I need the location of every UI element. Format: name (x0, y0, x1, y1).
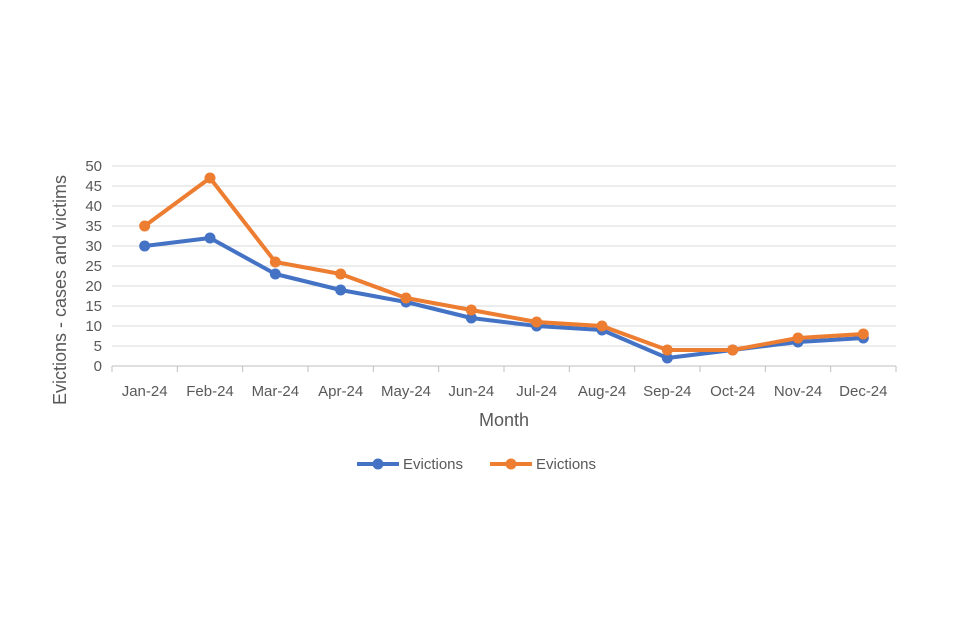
y-tick-label: 20 (85, 278, 102, 295)
legend-marker (505, 458, 517, 470)
series-2 (139, 172, 869, 356)
x-tick-label: Sep-24 (643, 383, 691, 400)
x-tick-label: Aug-24 (578, 383, 626, 400)
y-tick-label: 30 (85, 238, 102, 255)
data-point (727, 344, 739, 356)
data-point (204, 172, 216, 184)
y-tick-label: 15 (85, 298, 102, 315)
x-tick-label: Dec-24 (839, 383, 887, 400)
data-point (204, 232, 216, 244)
y-tick-label: 0 (94, 358, 102, 375)
y-tick-label: 45 (85, 178, 102, 195)
data-point (661, 352, 673, 364)
series-line (142, 176, 866, 352)
data-point (531, 316, 543, 328)
gridlines (112, 165, 896, 367)
data-point (139, 220, 151, 232)
data-point (661, 344, 673, 356)
data-point (139, 240, 151, 252)
series-line (142, 236, 866, 360)
y-tick-label: 10 (85, 318, 102, 335)
x-tick-labels: Jan-24 Feb-24 Mar-24 Apr-24 May-24 Jun-24 Jul-… (111, 366, 897, 400)
x-tick-label: Oct-24 (710, 383, 755, 400)
legend-label: Evictions (403, 456, 463, 473)
x-tick-label: Jul-24 (516, 383, 557, 400)
y-axis-title: Evictions - cases and victims (50, 175, 70, 405)
y-tick-label: 25 (85, 258, 102, 275)
legend-label: Evictions (536, 456, 596, 473)
y-tick-label: 5 (94, 338, 102, 355)
x-axis-title: Month (479, 410, 529, 430)
x-tick-label: Mar-24 (252, 383, 300, 400)
y-tick-label: 35 (85, 218, 102, 235)
data-point (269, 256, 281, 268)
data-point (335, 284, 347, 296)
y-tick-label: 50 (85, 158, 102, 175)
x-tick-label: Jan-24 (122, 383, 168, 400)
data-point (857, 328, 869, 340)
x-tick-label: May-24 (381, 383, 431, 400)
x-tick-label: Nov-24 (774, 383, 822, 400)
data-point (465, 304, 477, 316)
x-tick-label: Apr-24 (318, 383, 363, 400)
legend: Evictions Evictions (357, 456, 596, 473)
x-tick-label: Feb-24 (186, 383, 234, 400)
legend-item: Evictions (490, 456, 596, 473)
data-point (335, 268, 347, 280)
x-tick-label: Jun-24 (448, 383, 494, 400)
legend-marker (372, 458, 384, 470)
data-point (465, 312, 477, 324)
data-point (400, 292, 412, 304)
data-point (792, 332, 804, 344)
y-tick-labels: 0 5 10 15 20 25 30 35 40 45 50 (85, 158, 102, 375)
data-point (596, 320, 608, 332)
series-lines (139, 172, 869, 364)
y-tick-label: 40 (85, 198, 102, 215)
legend-item: Evictions (357, 456, 463, 473)
data-point (269, 268, 281, 280)
